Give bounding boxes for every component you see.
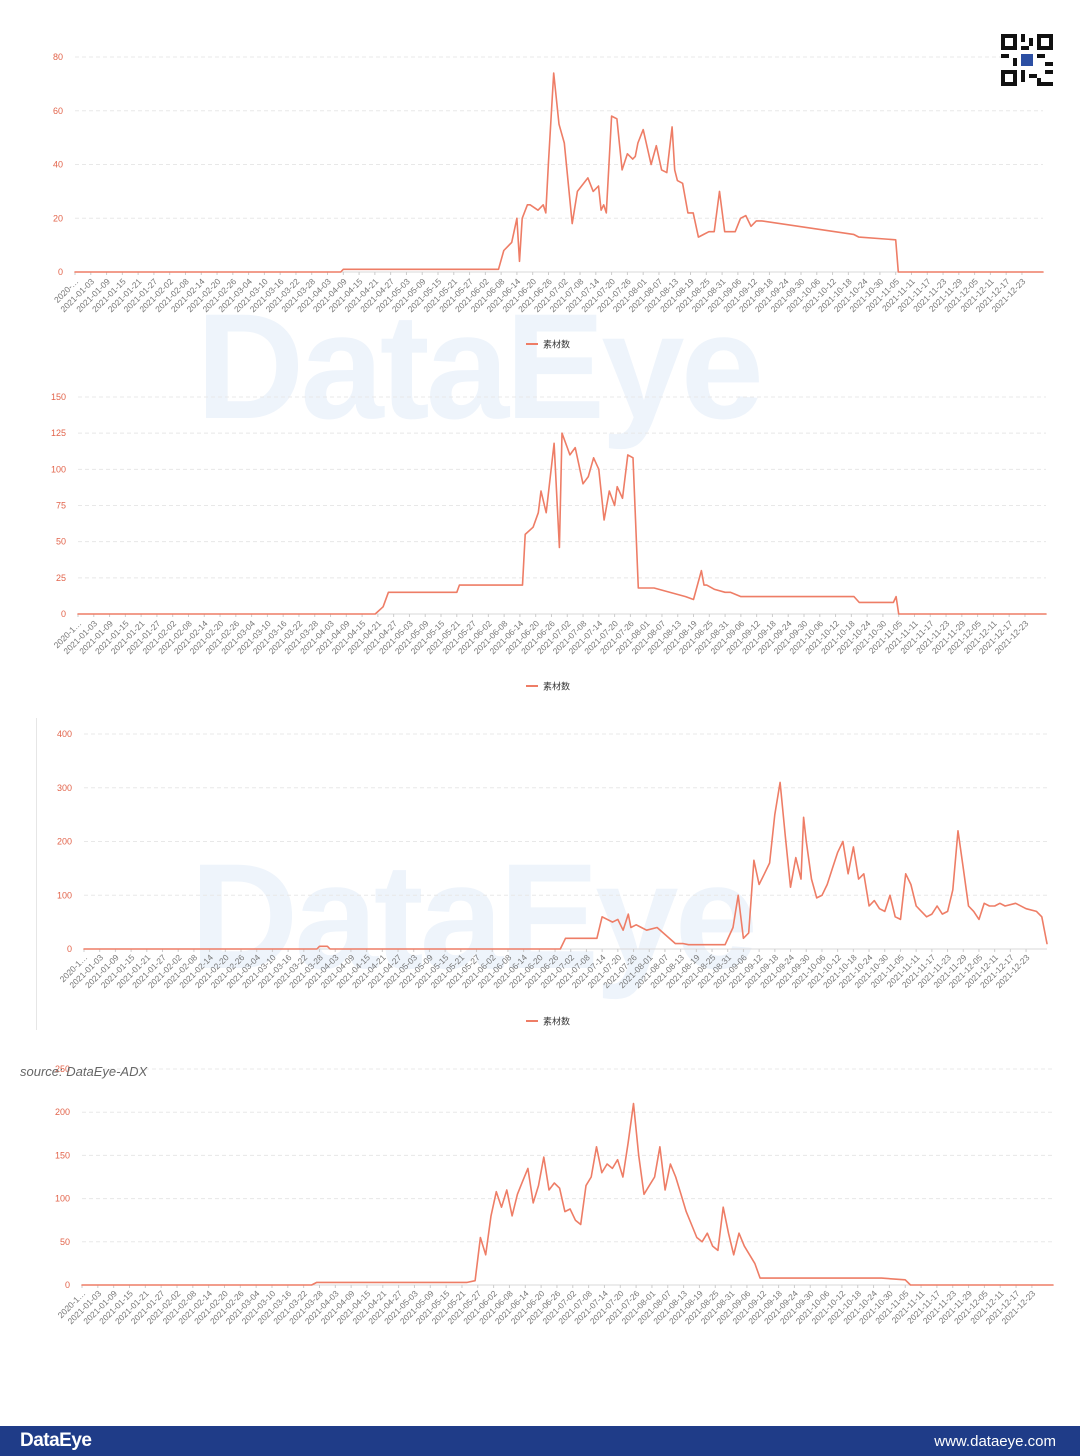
- y-tick-label: 50: [56, 537, 66, 547]
- legend-label[interactable]: 素材数: [543, 339, 570, 351]
- qr-code-icon[interactable]: [1001, 34, 1053, 86]
- y-tick-label: 100: [55, 1194, 70, 1204]
- y-tick-label: 125: [51, 428, 66, 438]
- y-tick-label: 75: [56, 501, 66, 511]
- y-tick-label: 40: [53, 160, 63, 170]
- y-tick-label: 0: [65, 1280, 70, 1290]
- series-line[interactable]: [83, 781, 1048, 950]
- legend-label[interactable]: 素材数: [543, 681, 570, 693]
- footer-site-link[interactable]: www.dataeye.com: [934, 1433, 1056, 1450]
- series-line[interactable]: [81, 1102, 1054, 1286]
- y-tick-label: 400: [57, 729, 72, 739]
- series-line[interactable]: [77, 432, 1047, 615]
- panel-divider: [36, 718, 37, 1030]
- y-tick-label: 0: [61, 609, 66, 619]
- y-tick-label: 60: [53, 106, 63, 116]
- y-tick-label: 0: [58, 267, 63, 277]
- y-tick-label: 300: [57, 783, 72, 793]
- y-tick-label: 250: [55, 1064, 70, 1074]
- source-note: source: DataEye-ADX: [20, 1064, 148, 1079]
- chart-panel-4: 0 50 100 150 200 250 2020-1… 2021-01-03 2021-01-…: [55, 1064, 1054, 1326]
- y-tick-label: 100: [57, 890, 72, 900]
- y-tick-label: 200: [55, 1107, 70, 1117]
- line-chart-4: 0501001502002502020-1…2021-01-032021-01-…: [55, 1064, 1054, 1326]
- series-line[interactable]: [74, 72, 1044, 273]
- chart-panel-1: 0 20 40 60 80 2020-… 2021-01-03 2021-01-09 2021-…: [0, 0, 1080, 360]
- footer-brand: DataEye: [20, 1430, 92, 1451]
- chart-panel-3: 0 100 200 300 400 2020-1… 2021-01-03 2021-01-09…: [57, 729, 1048, 1028]
- y-tick-label: 25: [56, 573, 66, 583]
- line-chart-3: 01002003004002020-1…2021-01-032021-01-09…: [57, 729, 1048, 1028]
- y-tick-label: 200: [57, 837, 72, 847]
- y-tick-label: 80: [53, 52, 63, 62]
- line-chart-2: 02550751001251502020-1…2021-01-032021-01…: [51, 392, 1047, 693]
- chart-panel-2: 0 25 50 75 100 125 150 2020-1… 2021-01-03 2021-01…: [0, 0, 1080, 700]
- y-tick-label: 0: [67, 944, 72, 954]
- line-chart-1: 0204060802020-…2021-01-032021-01-092021-…: [52, 52, 1044, 351]
- y-tick-label: 100: [51, 464, 66, 474]
- y-tick-label: 150: [51, 392, 66, 402]
- y-tick-label: 150: [55, 1150, 70, 1160]
- legend-label[interactable]: 素材数: [543, 1016, 570, 1028]
- footer-bar: DataEye www.dataeye.com: [0, 1426, 1080, 1456]
- y-tick-label: 50: [60, 1237, 70, 1247]
- y-tick-label: 20: [53, 213, 63, 223]
